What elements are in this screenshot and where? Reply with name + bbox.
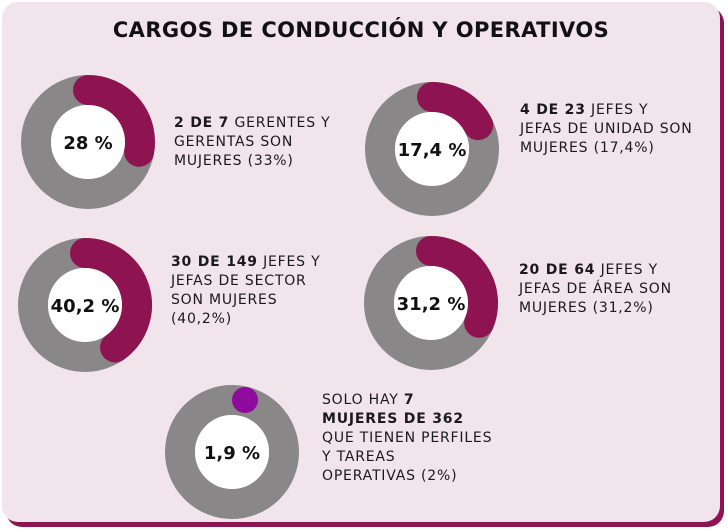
caption-body: JEFES Y JEFAS DE ÁREA SON MUJERES (31,2%… [519, 262, 672, 316]
women-share-arc [416, 236, 498, 338]
donut-center [395, 112, 469, 186]
caption-gerentes: 2 DE 7 GERENTES Y GERENTAS SON MUJERES (… [174, 114, 354, 171]
women-share-arc [417, 82, 494, 141]
percent-label: 1,9 % [204, 443, 260, 464]
caption-jefes-area: 20 DE 64 JEFES Y JEFAS DE ÁREA SON MUJER… [519, 261, 679, 318]
donut-svg: 28 % [21, 75, 155, 209]
caption-highlight: 20 DE 64 [519, 262, 596, 278]
donut-chart-gerentes: 28 % [18, 72, 158, 212]
percent-label: 31,2 % [397, 294, 466, 315]
donut-chart-jefes-area: 31,2 % [361, 233, 501, 373]
caption-body: JEFES Y JEFAS DE SECTOR SON MUJERES (40,… [171, 254, 321, 327]
infographic-card: CARGOS DE CONDUCCIÓN Y OPERATIVOS 28 % 2… [2, 2, 720, 522]
donut-svg: 1,9 % [165, 385, 299, 519]
percent-label: 17,4 % [398, 140, 467, 161]
caption-highlight: 30 DE 149 [171, 254, 258, 270]
percent-label: 28 % [63, 133, 112, 154]
donut-svg: 17,4 % [365, 82, 499, 216]
caption-operativos: SOLO HAY 7 MUJERES DE 362 QUE TIENEN PER… [322, 391, 494, 486]
donut-center [394, 266, 468, 340]
caption-jefes-sector: 30 DE 149 JEFES Y JEFAS DE SECTOR SON MU… [171, 253, 321, 329]
caption-body: QUE TIENEN PERFILES Y TAREAS OPERATIVAS … [322, 430, 493, 484]
caption-highlight: 7 MUJERES DE 362 [322, 392, 464, 427]
women-share-arc [70, 238, 152, 363]
women-share-dot [232, 387, 258, 413]
donut-center [195, 415, 269, 489]
women-share-arc [73, 75, 155, 167]
caption-body: JEFES Y JEFAS DE UNIDAD SON MUJERES (17,… [520, 102, 693, 156]
percent-label: 40,2 % [51, 296, 120, 317]
donut-svg: 40,2 % [18, 238, 152, 372]
caption-body: GERENTES Y GERENTAS SON MUJERES (33%) [174, 115, 331, 169]
donut-svg: 31,2 % [364, 236, 498, 370]
caption-highlight: 2 DE 7 [174, 115, 230, 131]
donut-center [48, 268, 122, 342]
caption-prefix: SOLO HAY [322, 392, 404, 408]
caption-highlight: 4 DE 23 [520, 102, 586, 118]
caption-jefes-unidad: 4 DE 23 JEFES Y JEFAS DE UNIDAD SON MUJE… [520, 101, 695, 158]
donut-chart-jefes-sector: 40,2 % [15, 235, 155, 375]
chart-title: CARGOS DE CONDUCCIÓN Y OPERATIVOS [112, 18, 610, 42]
donut-center [51, 105, 125, 179]
donut-chart-jefes-unidad: 17,4 % [362, 79, 502, 219]
donut-chart-operativos: 1,9 % [162, 382, 302, 522]
